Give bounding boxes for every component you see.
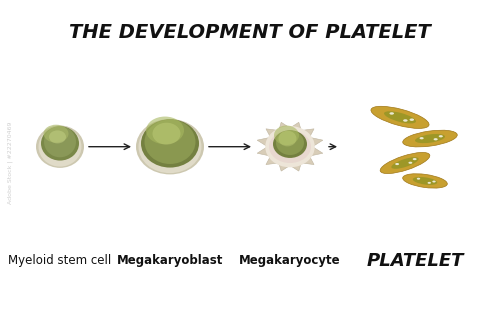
Ellipse shape	[44, 126, 76, 157]
Ellipse shape	[390, 112, 394, 115]
Ellipse shape	[265, 126, 315, 167]
Ellipse shape	[273, 130, 307, 158]
Ellipse shape	[410, 118, 414, 121]
Ellipse shape	[146, 117, 184, 144]
Ellipse shape	[434, 138, 438, 141]
Ellipse shape	[136, 119, 204, 174]
Text: PLATELET: PLATELET	[366, 252, 464, 270]
Ellipse shape	[428, 182, 431, 184]
Ellipse shape	[420, 137, 424, 139]
Ellipse shape	[392, 157, 418, 169]
Text: Adobe Stock | #22270469: Adobe Stock | #22270469	[8, 122, 13, 204]
Ellipse shape	[415, 134, 445, 143]
Ellipse shape	[41, 126, 79, 161]
Ellipse shape	[274, 126, 299, 145]
Text: Myeloid stem cell: Myeloid stem cell	[8, 254, 112, 267]
Ellipse shape	[38, 127, 82, 167]
Ellipse shape	[403, 119, 407, 122]
Ellipse shape	[432, 181, 436, 183]
Ellipse shape	[402, 174, 448, 188]
Ellipse shape	[384, 111, 416, 124]
Ellipse shape	[36, 126, 84, 168]
Ellipse shape	[269, 130, 311, 163]
Ellipse shape	[152, 123, 180, 145]
Ellipse shape	[49, 130, 66, 143]
Ellipse shape	[276, 131, 304, 155]
Ellipse shape	[44, 125, 68, 143]
Ellipse shape	[395, 163, 399, 165]
Ellipse shape	[438, 135, 443, 137]
Ellipse shape	[402, 130, 458, 147]
Ellipse shape	[371, 106, 429, 128]
Ellipse shape	[380, 153, 430, 173]
Ellipse shape	[417, 178, 420, 180]
Text: Megakaryocyte: Megakaryocyte	[239, 254, 341, 267]
Ellipse shape	[138, 120, 202, 173]
Ellipse shape	[412, 177, 438, 185]
Text: THE DEVELOPMENT OF PLATELET: THE DEVELOPMENT OF PLATELET	[69, 23, 431, 42]
Ellipse shape	[412, 158, 416, 160]
Ellipse shape	[144, 120, 196, 164]
Polygon shape	[257, 122, 323, 171]
Text: Megakaryoblast: Megakaryoblast	[117, 254, 223, 267]
Ellipse shape	[278, 131, 296, 146]
Ellipse shape	[408, 162, 412, 164]
Ellipse shape	[141, 119, 199, 168]
